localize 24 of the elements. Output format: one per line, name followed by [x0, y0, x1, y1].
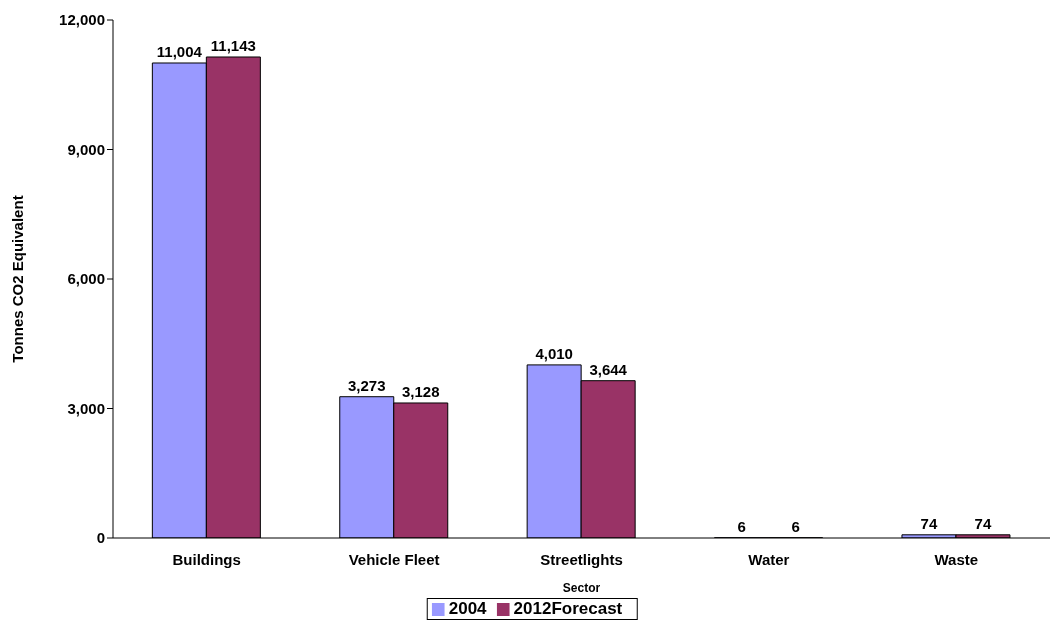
legend-label: 2004 — [448, 599, 487, 618]
legend-label: 2012Forecast — [513, 599, 623, 618]
x-tick-label: Vehicle Fleet — [348, 550, 440, 568]
x-tick-label: Waste — [934, 550, 979, 568]
x-tick-label: Buildings — [172, 550, 241, 568]
x-tick-label: Water — [748, 550, 790, 568]
data-label: 3,644 — [589, 360, 628, 378]
y-tick-label: 3,000 — [67, 399, 105, 417]
y-tick-label: 9,000 — [67, 140, 105, 158]
data-label: 6 — [791, 517, 800, 535]
data-label: 3,128 — [401, 382, 440, 400]
y-axis-title: Tonnes CO2 Equivalent — [9, 195, 27, 363]
data-label: 11,004 — [156, 42, 203, 60]
x-tick-label: Streetlights — [540, 550, 623, 568]
y-tick-label: 6,000 — [67, 270, 105, 288]
data-label: 74 — [920, 514, 938, 532]
data-label: 3,273 — [347, 376, 386, 394]
y-tick-label: 12,000 — [59, 11, 105, 29]
x-axis-title: Sector — [562, 581, 601, 595]
data-label: 4,010 — [535, 344, 573, 362]
y-tick-label: 0 — [96, 529, 105, 547]
data-label: 6 — [737, 517, 746, 535]
data-label: 74 — [974, 514, 992, 532]
data-label: 11,143 — [210, 36, 256, 54]
